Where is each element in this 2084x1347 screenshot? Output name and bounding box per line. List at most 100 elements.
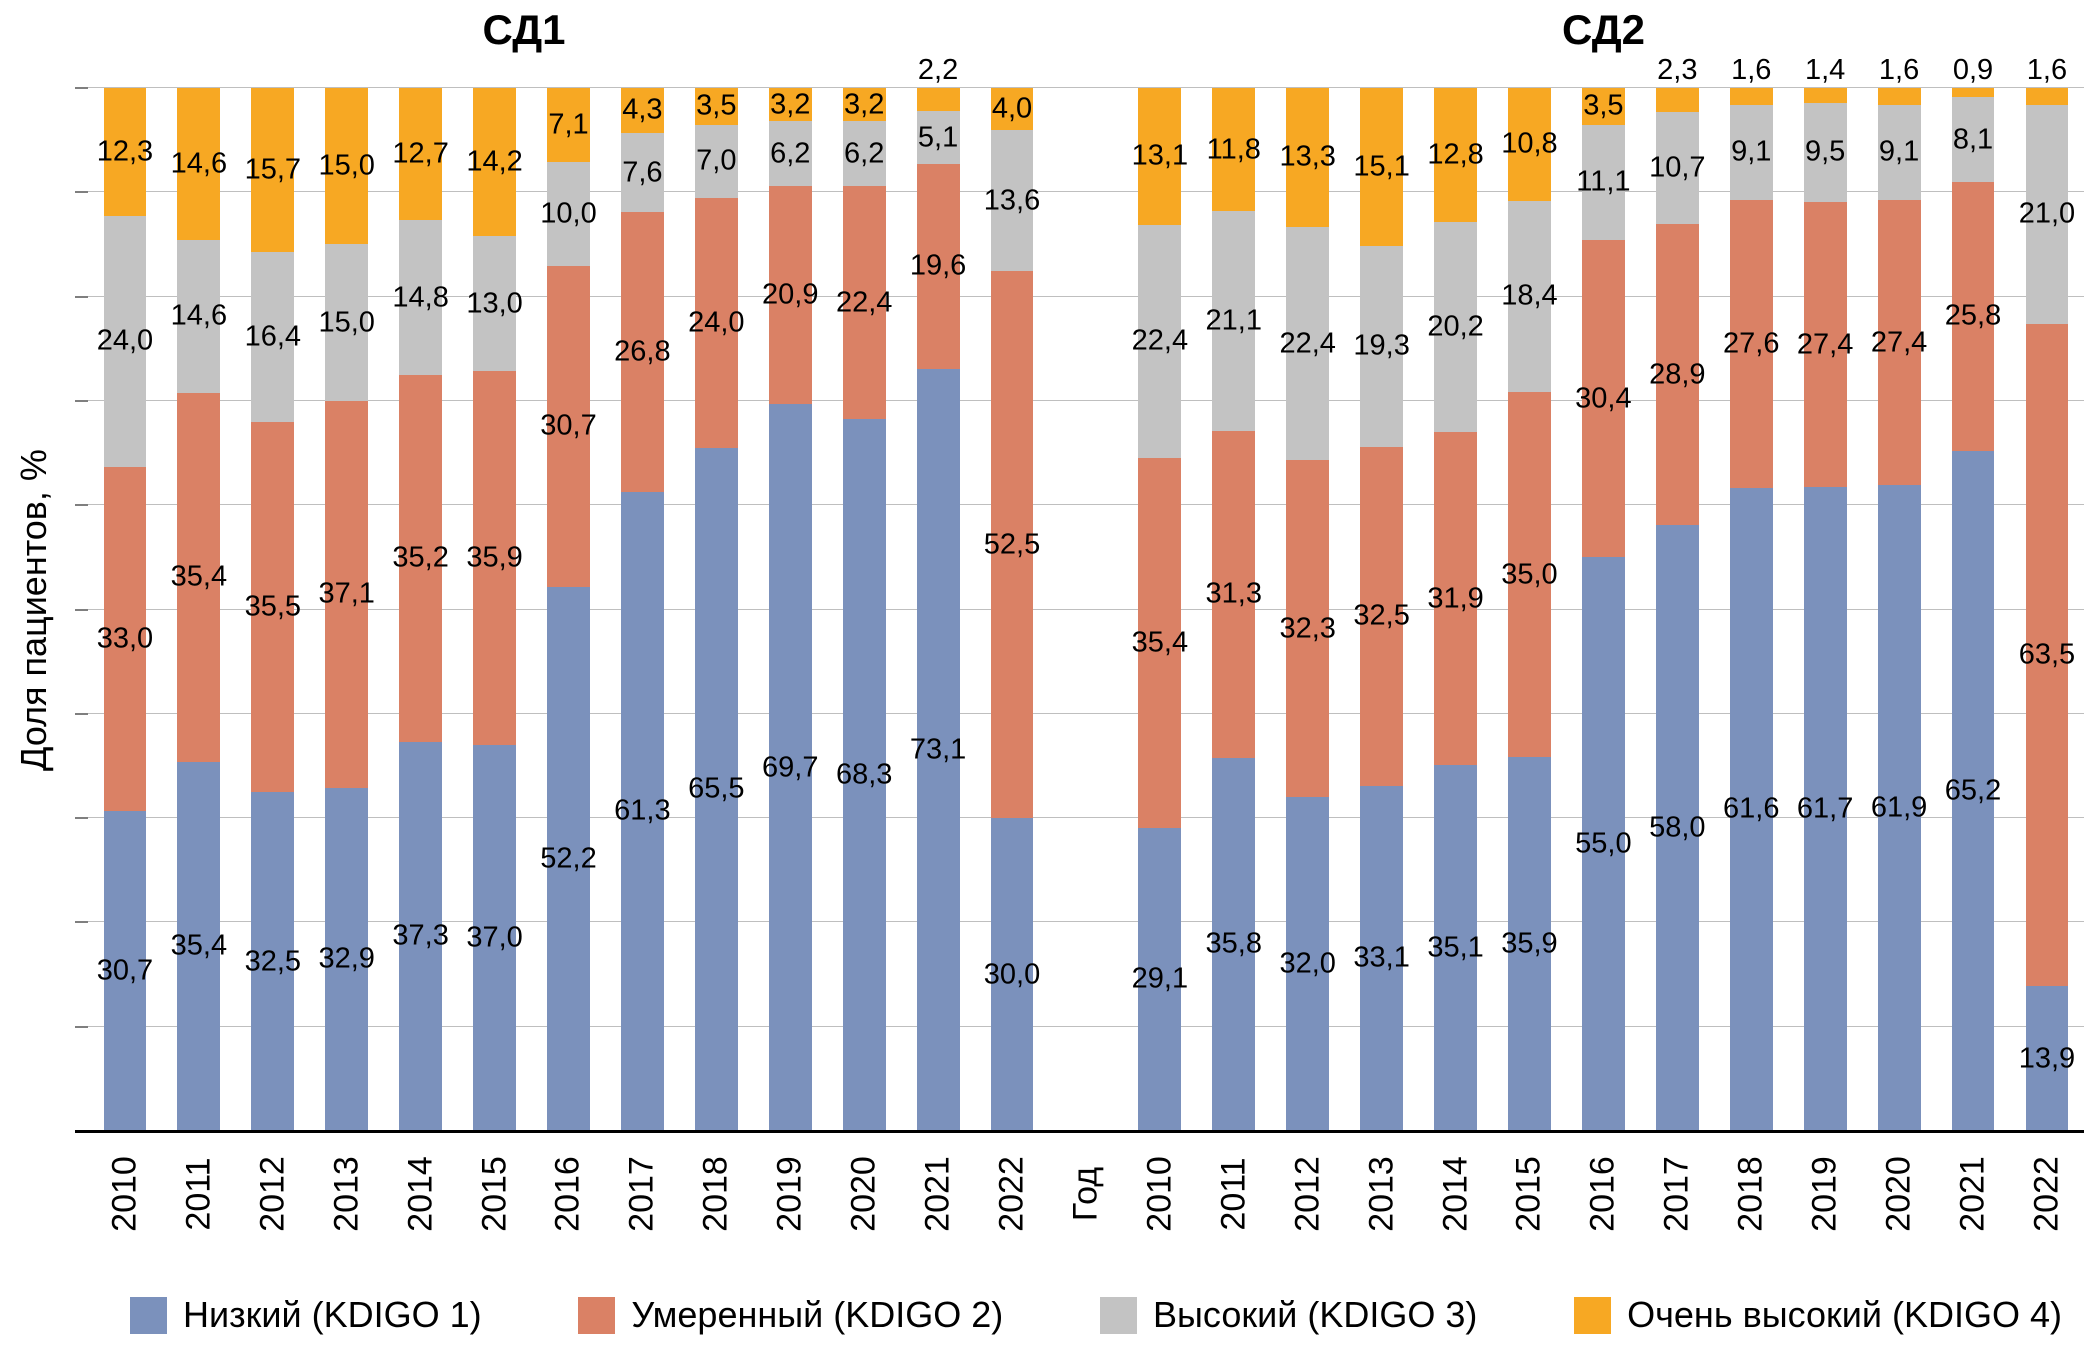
bar-column-СД1-2017: 61,3 26,8 7,6 4,3 — [605, 88, 679, 1131]
x-slot: 2017 — [1640, 1136, 1714, 1286]
bar-column-СД1-2021: 73,1 19,6 5,1 2,2 — [901, 56, 975, 1131]
segment-value-label: 5,1 — [917, 121, 959, 154]
bar-segment-kdigo1: 58,0 — [1649, 525, 1706, 1131]
segment-value-label: 63,5 — [2018, 638, 2076, 671]
x-slot: 2011 — [1197, 1136, 1271, 1286]
x-slot: 2019 — [753, 1136, 827, 1286]
bar-segment-kdigo3: 8,1 — [1951, 97, 1995, 182]
bar-segment-kdigo2: 22,4 — [836, 185, 892, 420]
segment-value-label: 15,0 — [318, 149, 375, 182]
segment-value-label: 13,1 — [1131, 139, 1189, 172]
x-slot: 2020 — [827, 1136, 901, 1286]
bar-segment-kdigo2: 24,0 — [688, 197, 745, 448]
segment-value-label: 3,5 — [1583, 89, 1624, 122]
bar-column-СД1-2010: 30,7 33,0 24,0 12,3 — [88, 88, 162, 1131]
legend-item-kdigo4: Очень высокий (KDIGO 4) — [1574, 1294, 2062, 1336]
x-label-sd2-2018: 2018 — [1731, 1156, 1770, 1232]
bar-segment-kdigo2: 35,0 — [1501, 392, 1558, 757]
plot-columns: 30,7 33,0 24,0 12,3 35,4 35,4 14,6 14,6 32,5 35,5… — [88, 56, 2084, 1131]
segment-value-label: 24,0 — [96, 324, 154, 357]
x-label-sd1-2018: 2018 — [696, 1156, 735, 1232]
segment-value-label: 6,2 — [844, 137, 885, 170]
bar-segment-kdigo3: 15,0 — [318, 244, 375, 401]
y-axis-tick — [75, 87, 88, 89]
panel-gap-column — [1049, 88, 1123, 1131]
x-label-sd1-2016: 2016 — [548, 1156, 587, 1232]
segment-value-label: 20,2 — [1427, 310, 1484, 343]
bar-segment-kdigo2: 30,7 — [540, 266, 597, 587]
bar-column-СД2-2017: 58,0 28,9 10,7 2,3 — [1640, 56, 1714, 1131]
segment-value-label: 32,0 — [1279, 947, 1336, 980]
bar-segment-kdigo3: 14,8 — [392, 220, 449, 375]
bar-segment-kdigo4: 12,3 — [97, 88, 153, 217]
y-axis-tick — [75, 921, 88, 924]
stacked-bar: 35,8 31,3 21,1 11,8 — [1206, 88, 1262, 1131]
stacked-bar: 30,0 52,5 13,6 4,0 — [984, 88, 1040, 1131]
stacked-bar: 61,3 26,8 7,6 4,3 — [614, 88, 671, 1131]
segment-value-label: 27,6 — [1723, 327, 1780, 360]
bar-segment-kdigo3: 24,0 — [97, 216, 153, 467]
bar-segment-kdigo1: 35,9 — [1501, 756, 1558, 1131]
bar-segment-kdigo4: 14,6 — [171, 88, 227, 241]
x-label-sd2-2021: 2021 — [1953, 1156, 1992, 1232]
x-label-sd2-2012: 2012 — [1288, 1156, 1327, 1232]
segment-value-label: 7,0 — [696, 144, 737, 177]
segment-value-label: 3,5 — [696, 89, 737, 122]
x-slot: 2013 — [310, 1136, 384, 1286]
x-slot: 2010 — [88, 1136, 162, 1286]
segment-value-label: 8,1 — [1952, 123, 1994, 156]
gridline — [88, 921, 2084, 923]
bar-column-СД1-2018: 65,5 24,0 7,0 3,5 — [679, 88, 753, 1131]
segment-value-label: 15,1 — [1353, 150, 1410, 183]
bar-segment-kdigo4: 3,2 — [768, 88, 812, 122]
x-label-sd1-2020: 2020 — [844, 1156, 883, 1232]
stacked-bar: 65,2 25,8 8,1 0,9 — [1945, 56, 2001, 1131]
stacked-bar: 35,1 31,9 20,2 12,8 — [1427, 88, 1484, 1131]
y-axis-tick — [75, 608, 88, 611]
segment-value-label: 3,2 — [770, 88, 811, 121]
segment-value-label: 11,8 — [1206, 133, 1261, 166]
segment-value-label: 26,8 — [614, 335, 671, 368]
bar-segment-kdigo3: 18,4 — [1501, 200, 1558, 393]
bar-segment-kdigo1: 30,7 — [97, 810, 153, 1131]
segment-value-label: 1,6 — [1878, 54, 1920, 87]
bar-segment-kdigo4: 3,5 — [1581, 88, 1625, 125]
bar-segment-kdigo3: 6,2 — [842, 121, 886, 186]
segment-value-label: 4,0 — [991, 92, 1033, 125]
segment-value-label: 37,1 — [318, 577, 375, 610]
segment-value-label: 22,4 — [1279, 327, 1336, 360]
legend-label-kdigo1: Низкий (KDIGO 1) — [183, 1294, 482, 1335]
stacked-bar: 32,5 35,5 16,4 15,7 — [245, 88, 301, 1131]
segment-value-label: 9,5 — [1804, 135, 1846, 168]
x-slot: 2014 — [1419, 1136, 1493, 1286]
bar-column-СД1-2013: 32,9 37,1 15,0 15,0 — [310, 88, 384, 1131]
gridline — [88, 817, 2084, 819]
bar-segment-kdigo4: 11,8 — [1207, 88, 1261, 212]
segment-value-label: 37,3 — [392, 919, 449, 952]
x-slot: 2021 — [1936, 1136, 2010, 1286]
segment-value-label: 27,4 — [1796, 328, 1854, 361]
x-slot: 2015 — [1493, 1136, 1567, 1286]
segment-value-label: 61,6 — [1723, 792, 1780, 825]
segment-value-label: 30,4 — [1575, 382, 1632, 415]
bar-column-СД1-2016: 52,2 30,7 10,0 7,1 — [532, 88, 606, 1131]
x-slot: 2021 — [901, 1136, 975, 1286]
legend-swatch-kdigo2-icon — [578, 1296, 616, 1334]
x-slot: 2015 — [458, 1136, 532, 1286]
bar-segment-kdigo4: 1,6 — [1877, 56, 1921, 105]
stacked-bar: 13,9 63,5 21,0 1,6 — [2019, 56, 2075, 1131]
segment-value-label: 18,4 — [1501, 279, 1558, 312]
bar-segment-kdigo2: 63,5 — [2019, 323, 2075, 987]
stacked-bar: 35,4 35,4 14,6 14,6 — [171, 88, 227, 1131]
segment-value-label: 1,4 — [1804, 54, 1846, 87]
x-slot: 2011 — [162, 1136, 236, 1286]
gridline — [88, 295, 2084, 297]
stacked-bar: 58,0 28,9 10,7 2,3 — [1649, 56, 1706, 1131]
bar-segment-kdigo1: 35,1 — [1427, 764, 1484, 1131]
y-axis-title: Доля пациентов, % — [13, 449, 54, 771]
bar-column-СД2-2019: 61,7 27,4 9,5 1,4 — [1788, 56, 1862, 1131]
x-label-sd1-2014: 2014 — [401, 1156, 440, 1232]
x-slot: 2022 — [2010, 1136, 2084, 1286]
segment-value-label: 35,2 — [392, 541, 449, 574]
bar-segment-kdigo1: 35,8 — [1206, 757, 1262, 1131]
